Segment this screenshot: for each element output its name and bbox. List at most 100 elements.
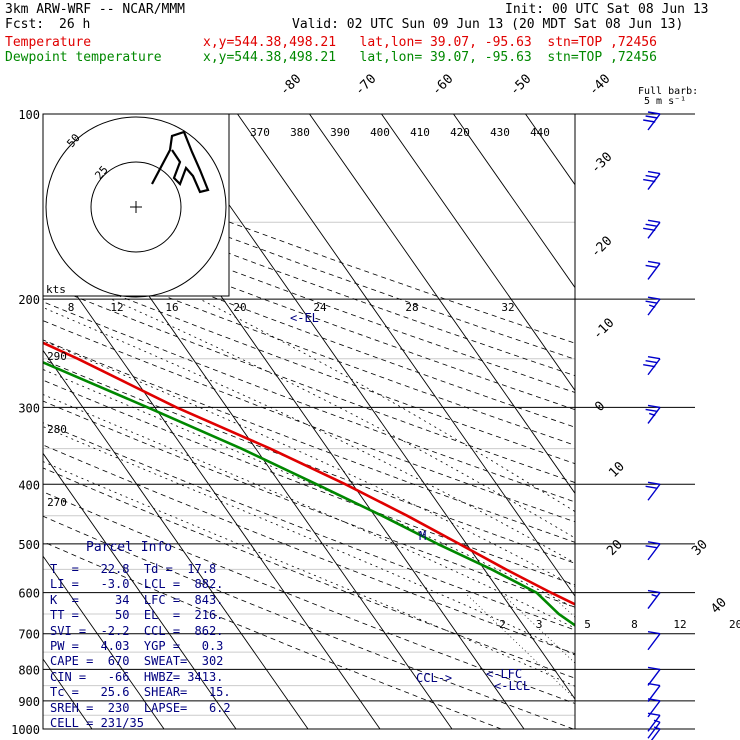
wind-barb [647,631,661,651]
mixing-ratio-label: 5 [584,618,591,631]
isotherm-line [0,114,20,729]
mixing-ratio-line [548,592,575,618]
annotation-lfc: <-LFC [486,667,522,681]
wind-barb-flag [647,481,661,485]
parcel-info-row: K = 34 LFC = 843. [50,592,224,607]
isotherm-label: 0 [592,399,608,415]
wind-barb-flag [647,260,661,265]
parcel-info-title: Parcel Info [86,540,173,555]
mixing-ratio-label: 20 [729,618,740,631]
dry-adiabat [43,444,575,655]
wind-barb-flag [645,485,658,489]
wind-barb-staff [650,728,661,740]
isotherm-label: 10 [606,459,628,481]
wind-barb-staff [647,483,661,501]
wind-barb [647,682,661,703]
pressure-label: 400 [18,478,40,492]
wind-barb-staff [647,592,661,609]
wind-barb [645,260,661,280]
wind-barb-flag [647,356,661,360]
isotherm-label: -50 [507,72,534,99]
mixing-ratio-line [636,593,740,729]
temperature-location: x,y=544.38,498.21 lat,lon= 39.07, -95.63… [203,35,657,50]
isotherm-label: 40 [708,595,730,617]
parcel-info-row: SREH = 230 LAPSE= 6.2 [50,700,231,715]
wind-barb-staff [647,668,661,686]
dry-adiabat [43,541,502,729]
mixing-ratio-line [500,592,575,664]
wind-barb-staff [647,721,661,739]
isotherm-label: -10 [590,316,617,343]
hodograph-speed-label: 16 [165,301,178,314]
theta-label: 420 [450,126,470,139]
wind-barb [647,666,661,686]
hodograph-speed-label: 24 [313,301,327,314]
pressure-label: 800 [18,663,40,677]
wind-barb-flag [648,304,656,308]
dry-adiabat [43,400,575,608]
wind-barb-flag [647,666,661,671]
wind-barb [650,726,661,740]
hodograph-speed-label: 8 [68,301,75,314]
wind-barb-flag [651,593,658,598]
parcel-info-row: T = 22.8 Td = 17.8 [50,562,217,576]
wind-barb-staff [647,714,661,732]
mixing-ratio-line [464,592,575,700]
pressure-label: 900 [18,695,40,709]
isotherm-line [453,114,575,289]
wind-barb-staff [647,700,661,718]
wind-barb-flag [645,300,658,304]
pressure-label: 500 [18,538,40,552]
theta-label: 370 [250,126,270,139]
isotherm-line [598,114,740,729]
wind-barb-flag [645,545,658,549]
moist-adiabat [199,298,575,513]
wind-barb-flag [645,174,658,179]
wind-barb-flag [645,223,658,227]
moist-adiabat [43,307,575,564]
wind-barb-staff [647,263,661,280]
forecast-label: Fcst: [5,17,45,32]
dry-adiabat [43,181,575,377]
wind-barb-flag [647,404,661,409]
hodograph-trace [151,130,210,194]
wind-barb [647,589,661,609]
wind-barb [645,541,661,561]
theta-label: 400 [370,126,390,139]
wind-barb [647,719,661,739]
wind-barb-staff [647,543,661,561]
parcel-info-row: Tc = 25.6 SHEAR= 15. [50,685,231,700]
dry-adiabat [43,320,575,523]
isotherm-label: -40 [586,72,613,99]
wind-barb-staff [647,685,661,703]
mixing-ratio-label: 2 [499,618,506,631]
theta-label: 410 [410,126,430,139]
theta-label: 440 [530,126,550,139]
pressure-label: 700 [18,628,40,642]
isotherm-line [43,246,381,729]
wind-barb-flag [645,115,658,119]
wind-barb-flag [647,541,661,545]
wind-barb [643,356,661,376]
wind-barb-flag [645,408,658,413]
barb-key-units: 5 m s⁻¹ [644,96,686,107]
hodograph-speed-label: 20 [233,301,246,314]
wind-barb-flag [647,111,661,115]
wind-barb-flag [647,589,661,594]
theta-side-label: 270 [47,496,67,509]
isotherm-label: 30 [689,537,711,559]
diagram-frame [42,113,576,730]
temperature-legend: Temperature [5,35,92,50]
pressure-label: 600 [18,587,40,601]
annotation-ccl: CCL-> [416,671,452,685]
parcel-info-row: CIN = -66 HWBZ= 3413. [50,669,224,684]
wind-barb-flag [645,360,658,364]
init-time: Init: 00 UTC Sat 08 Jun 13 [505,2,709,17]
wind-barb-flag [647,170,661,175]
parcel-info-row: CELL = 231/35 [50,716,144,730]
hodograph-speed-label: 12 [110,301,123,314]
wind-barb-flag [648,412,656,417]
hodograph-speed-label: 28 [405,301,418,314]
isotherm-line [381,114,575,392]
